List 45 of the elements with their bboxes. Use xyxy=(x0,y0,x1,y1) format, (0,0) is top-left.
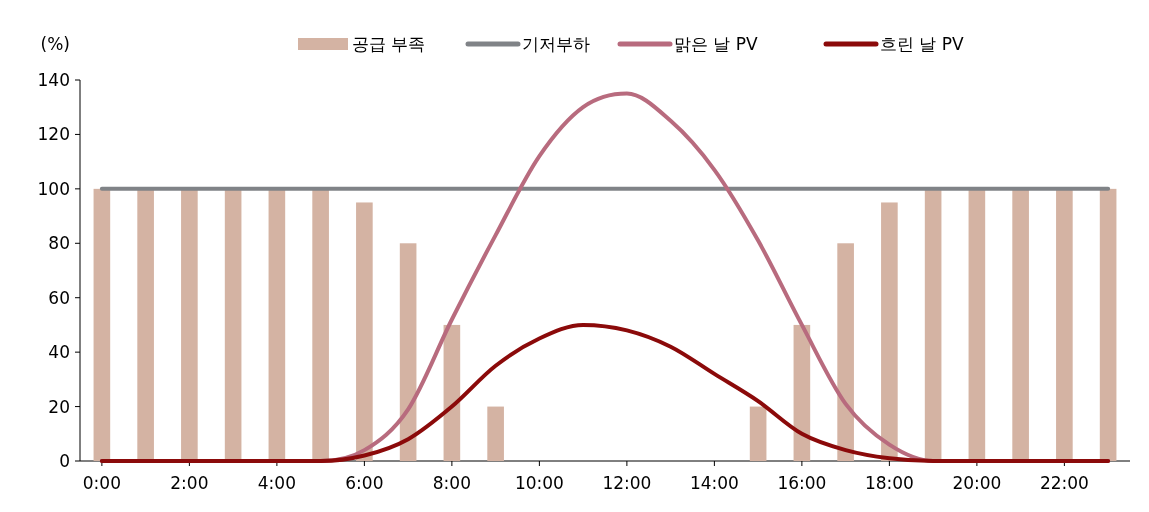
bar xyxy=(137,188,154,461)
y-tick-label: 40 xyxy=(48,342,70,363)
x-tick-label: 4:00 xyxy=(257,473,296,493)
y-tick-label: 100 xyxy=(37,178,70,199)
bar xyxy=(224,188,242,461)
y-tick-label: 20 xyxy=(48,396,70,417)
bar xyxy=(399,243,417,461)
legend-label: 흐린 날 PV xyxy=(880,34,965,54)
x-tick-label: 0:00 xyxy=(82,473,121,493)
x-tick-label: 8:00 xyxy=(432,473,471,493)
bar xyxy=(881,202,898,461)
bar xyxy=(793,324,811,461)
x-tick-label: 10:00 xyxy=(514,473,564,493)
bar xyxy=(312,188,329,461)
y-tick-label: 140 xyxy=(37,70,70,90)
y-tick-label: 0 xyxy=(59,451,70,471)
y-tick-label: 80 xyxy=(48,233,70,254)
x-tick-label: 2:00 xyxy=(170,473,209,493)
x-tick-label: 20:00 xyxy=(952,473,1002,493)
bar xyxy=(837,243,854,461)
bar xyxy=(181,188,198,461)
bar xyxy=(1012,188,1029,461)
bar xyxy=(1099,188,1117,461)
bar xyxy=(268,188,286,461)
bar xyxy=(443,324,461,461)
line-series xyxy=(99,322,1111,463)
x-tick-label: 18:00 xyxy=(864,473,914,493)
bar xyxy=(749,406,767,461)
x-tick-label: 6:00 xyxy=(345,473,384,493)
legend-label: 기저부하 xyxy=(522,34,590,54)
bar xyxy=(1056,188,1073,461)
y-tick-label: 120 xyxy=(37,124,70,145)
bar xyxy=(487,406,504,461)
x-tick-label: 22:00 xyxy=(1039,473,1089,493)
x-tick-label: 16:00 xyxy=(777,473,827,493)
x-tick-label: 12:00 xyxy=(602,473,652,493)
x-tick-label: 14:00 xyxy=(689,473,739,493)
legend-label: 맑은 날 PV xyxy=(674,34,759,54)
bar xyxy=(93,188,111,461)
y-tick-label: 60 xyxy=(48,287,70,308)
y-axis-title: (%) xyxy=(40,34,70,54)
legend-label: 공급 부족 xyxy=(352,34,426,54)
bar xyxy=(968,188,986,461)
bar xyxy=(356,202,373,461)
bar xyxy=(924,188,942,461)
